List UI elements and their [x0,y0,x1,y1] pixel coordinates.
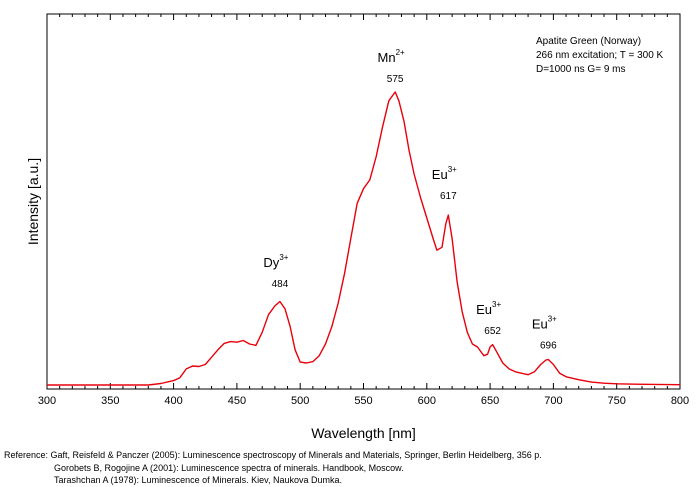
info-line: 266 nm excitation; T = 300 K [536,50,664,61]
ion-charge: 3+ [548,315,557,324]
peak-ion-label: Eu3+ [532,315,557,332]
reference-line-3: Tarashchan A (1978): Luminescence of Min… [54,475,342,485]
info-line: D=1000 ns G= 9 ms [536,64,626,75]
peak-annotation: Eu3+ 652 [476,300,501,337]
x-tick-label: 700 [544,395,562,407]
peak-ion-label: Eu3+ [476,300,501,317]
spectrum-chart: 300 350 400 450 500 550 600 650 700 750 800 Dy3+48… [25,13,689,441]
ion-charge: 3+ [279,253,288,262]
x-tick-label: 400 [164,395,182,407]
x-tick-label: 650 [481,395,499,407]
peak-wavelength-label: 484 [272,279,289,290]
peak-wavelength-label: 575 [387,74,404,85]
x-tick-label: 550 [354,395,372,407]
peak-annotation: Dy3+ 484 [263,253,288,290]
spectrum-line [47,91,681,386]
x-tick-label: 500 [291,395,309,407]
x-tick-label: 350 [101,395,119,407]
peak-ion-label: Mn2+ [378,48,406,65]
x-tick-label: 750 [608,395,626,407]
ion-charge: 2+ [396,48,405,57]
peak-annotation: Eu3+ 617 [432,165,457,202]
peak-wavelength-label: 617 [440,191,457,202]
reference-line-2: Gorobets B, Rogojine A (2001): Luminesce… [54,462,404,473]
peak-wavelength-label: 652 [484,326,501,337]
ion-symbol: Eu [432,167,448,182]
peak-annotation: Mn2+ 575 [378,48,406,85]
reference-line-1: Reference: Gaft, Reisfeld & Panczer (200… [4,449,542,462]
ion-symbol: Eu [476,302,492,317]
reference-text: Gaft, Reisfeld & Panczer (2005): Lumines… [50,450,542,460]
x-tick-label: 300 [38,395,56,407]
references-block: Reference: Gaft, Reisfeld & Panczer (200… [4,449,542,487]
ion-charge: 3+ [492,300,501,309]
peak-annotation: Eu3+ 696 [532,315,557,352]
x-tick-label: 800 [671,395,689,407]
ion-symbol: Eu [532,317,548,332]
peak-ion-label: Dy3+ [263,253,288,270]
ion-charge: 3+ [448,165,457,174]
x-tick-label: 450 [228,395,246,407]
info-line: Apatite Green (Norway) [536,36,641,47]
y-axis-label: Intensity [a.u.] [25,158,41,245]
ion-symbol: Dy [263,255,279,270]
ion-symbol: Mn [378,50,396,65]
reference-prefix: Reference: [4,450,49,460]
x-axis-label: Wavelength [nm] [311,425,416,441]
peak-ion-label: Eu3+ [432,165,457,182]
x-tick-label: 600 [418,395,436,407]
peak-wavelength-label: 696 [540,341,557,352]
